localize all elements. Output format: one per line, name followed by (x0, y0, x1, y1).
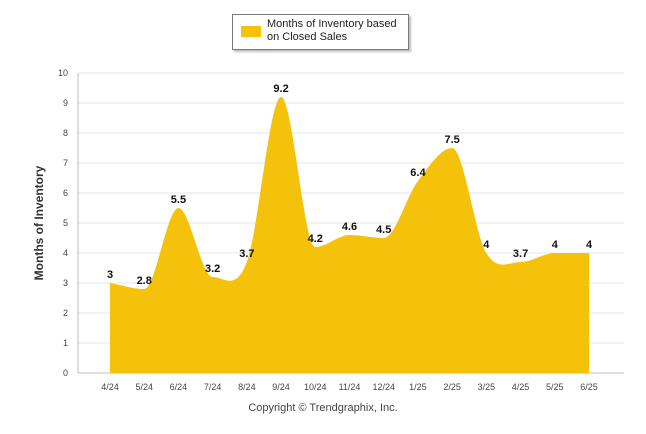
y-tick-label: 10 (58, 68, 68, 78)
x-tick-label: 5/24 (135, 382, 153, 392)
data-label: 9.2 (273, 83, 288, 95)
data-label: 4.2 (308, 233, 323, 245)
x-tick-label: 5/25 (546, 382, 564, 392)
y-tick-label: 7 (63, 158, 68, 168)
legend-label: Months of Inventory based on Closed Sale… (267, 18, 397, 43)
data-label: 4.5 (376, 224, 391, 236)
legend-swatch (241, 26, 261, 37)
y-tick-label: 2 (63, 308, 68, 318)
x-tick-label: 6/25 (580, 382, 598, 392)
data-label: 4 (586, 239, 593, 251)
y-tick-label: 0 (63, 368, 68, 378)
x-tick-label: 4/24 (101, 382, 119, 392)
x-tick-label: 6/24 (170, 382, 188, 392)
data-label: 7.5 (444, 134, 459, 146)
y-tick-label: 1 (63, 338, 68, 348)
data-label: 4 (483, 239, 490, 251)
data-label: 3.7 (513, 248, 528, 260)
inventory-area (110, 97, 589, 373)
y-axis-title: Months of Inventory (32, 165, 46, 280)
x-tick-label: 4/25 (512, 382, 530, 392)
x-tick-label: 7/24 (204, 382, 222, 392)
data-label: 3 (107, 269, 113, 281)
data-label: 5.5 (171, 194, 186, 206)
copyright-footer: Copyright © Trendgraphix, Inc. (248, 402, 398, 414)
x-tick-label: 10/24 (304, 382, 327, 392)
x-tick-label: 1/25 (409, 382, 427, 392)
data-label: 4 (552, 239, 559, 251)
x-tick-label: 11/24 (339, 382, 361, 392)
y-tick-label: 6 (63, 188, 68, 198)
x-tick-label: 8/24 (238, 382, 256, 392)
y-tick-label: 8 (63, 128, 68, 138)
y-tick-label: 4 (63, 248, 68, 258)
x-tick-label: 12/24 (372, 382, 395, 392)
x-tick-label: 3/25 (478, 382, 496, 392)
y-axis-ticks: 0 1 2 3 4 5 6 7 8 9 10 (58, 68, 68, 378)
data-label: 3.7 (239, 248, 254, 260)
data-label: 3.2 (205, 263, 220, 275)
legend: Months of Inventory based on Closed Sale… (232, 14, 409, 50)
y-tick-label: 5 (63, 218, 68, 228)
data-labels: 3 2.8 5.5 3.2 3.7 9.2 4.2 4.6 4.5 6.4 7.5 4 3.7 4 4 (107, 83, 593, 287)
y-tick-label: 9 (63, 98, 68, 108)
data-label: 6.4 (410, 167, 426, 179)
x-tick-label: 2/25 (443, 382, 461, 392)
x-tick-label: 9/24 (272, 382, 290, 392)
x-axis-ticks: 4/24 5/24 6/24 7/24 8/24 9/24 10/24 11/24 12/24 1… (101, 382, 598, 392)
data-label: 2.8 (137, 275, 152, 287)
y-tick-label: 3 (63, 278, 68, 288)
data-label: 4.6 (342, 221, 357, 233)
